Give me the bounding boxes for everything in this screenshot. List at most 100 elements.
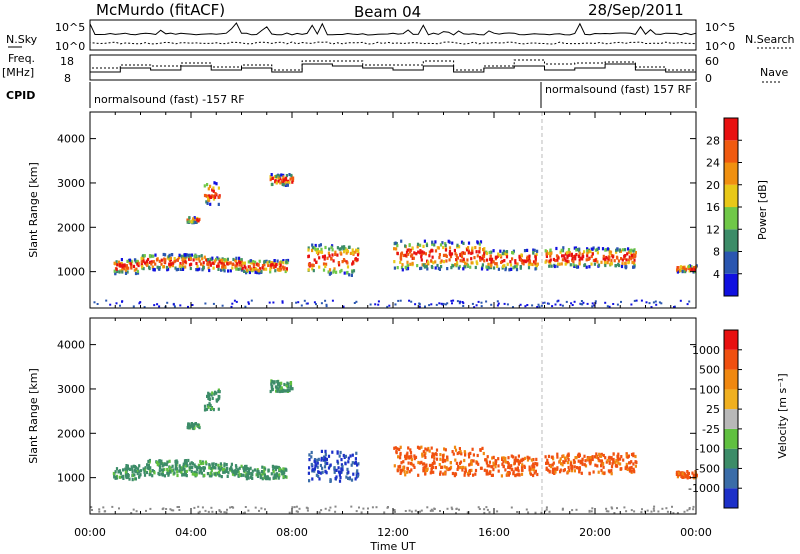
scatter-cell: [163, 260, 166, 264]
scatter-cell: [274, 385, 277, 389]
scatter-cell: [433, 243, 436, 247]
scatter-cell: [234, 258, 237, 263]
scatter-cell: [553, 468, 556, 473]
scatter-cell: [266, 475, 269, 479]
scatter-cell: [217, 186, 220, 190]
scatter-cell: [277, 476, 280, 480]
ground-scatter-cell: [291, 506, 294, 509]
scatter-cell: [170, 253, 173, 257]
scatter-cell: [209, 466, 212, 470]
scatter-cell: [258, 259, 261, 263]
scatter-cell: [621, 262, 624, 266]
nave-tick-bottom: 0: [705, 72, 712, 85]
scatter-cell: [417, 460, 420, 465]
scatter-cell: [623, 254, 626, 258]
scatter-cell: [352, 260, 355, 264]
ground-scatter-cell: [554, 303, 557, 306]
scatter-cell: [212, 186, 215, 190]
scatter-cell: [211, 462, 214, 466]
scatter-cell: [431, 462, 434, 466]
scatter-cell: [400, 265, 404, 270]
ground-scatter-cell: [658, 301, 661, 304]
ground-scatter-cell: [446, 507, 449, 510]
scatter-cell: [213, 181, 216, 185]
scatter-cell: [583, 454, 586, 458]
scatter-cell: [575, 253, 578, 257]
scatter-cell: [354, 461, 357, 465]
scatter-cell: [442, 472, 445, 476]
scatter-cell: [681, 472, 684, 476]
scatter-cell: [170, 262, 173, 266]
scatter-cell: [482, 255, 486, 259]
scatter-cell: [589, 458, 592, 462]
scatter-cell: [261, 465, 264, 469]
scatter-cell: [395, 242, 398, 246]
scatter-cell: [438, 463, 441, 467]
scatter-cell: [328, 272, 331, 276]
scatter-cell: [598, 452, 601, 456]
nsky-strip: N.Sky 10^5 10^0 10^5 10^0 N.Search: [6, 19, 795, 53]
scatter-cell: [276, 386, 279, 390]
scatter-cell: [115, 467, 119, 471]
scatter-cell: [286, 381, 289, 385]
scatter-cell: [633, 258, 636, 262]
scatter-cell: [158, 466, 162, 470]
scatter-cell: [420, 258, 423, 262]
scatter-cell: [567, 458, 570, 462]
scatter-cell: [183, 459, 187, 463]
scatter-cell: [476, 262, 479, 266]
ground-scatter-cell: [512, 306, 514, 309]
scatter-cell: [623, 256, 626, 260]
scatter-cell: [507, 456, 510, 460]
ground-scatter-cell: [496, 510, 499, 513]
scatter-cell: [218, 195, 221, 199]
scatter-cell: [354, 257, 357, 261]
scatter-cell: [401, 263, 404, 267]
scatter-cell: [234, 264, 237, 268]
scatter-cell: [145, 470, 149, 475]
ground-scatter-cell: [605, 507, 608, 510]
scatter-cell: [178, 253, 181, 257]
scatter-cell: [356, 469, 359, 473]
scatter-cell: [560, 262, 563, 266]
ground-scatter-cell: [143, 306, 146, 309]
scatter-cell: [212, 194, 215, 199]
scatter-cell: [153, 471, 156, 475]
scatter-cell: [251, 267, 254, 272]
scatter-cell: [126, 473, 129, 477]
scatter-cell: [445, 259, 448, 263]
ground-scatter-cell: [355, 510, 358, 513]
colorbar-swatch: [724, 488, 738, 508]
scatter-cell: [249, 259, 252, 263]
scatter-cell: [279, 263, 282, 267]
scatter-cell: [120, 258, 123, 262]
scatter-cell: [190, 262, 193, 266]
scatter-cell: [338, 454, 341, 458]
scatter-cell: [470, 459, 473, 463]
scatter-cell: [341, 245, 344, 249]
scatter-cell: [486, 265, 489, 269]
scatter-cell: [404, 244, 407, 248]
scatter-cell: [439, 457, 442, 461]
scatter-cell: [317, 250, 320, 254]
scatter-cell: [417, 473, 420, 477]
ground-scatter-cell: [570, 302, 573, 305]
scatter-cell: [317, 457, 320, 461]
scatter-cell: [218, 257, 221, 261]
scatter-cell: [486, 455, 489, 459]
scatter-cell: [528, 465, 531, 469]
scatter-cell: [617, 455, 620, 459]
scatter-cell: [220, 475, 223, 479]
scatter-cell: [556, 452, 559, 456]
scatter-cell: [532, 248, 535, 252]
scatter-cell: [520, 458, 523, 462]
scatter-cell: [562, 254, 565, 258]
scatter-cell: [400, 239, 403, 243]
ground-scatter-cell: [235, 300, 238, 303]
scatter-cell: [347, 456, 350, 460]
scatter-cell: [198, 255, 201, 259]
scatter-cell: [407, 252, 410, 256]
scatter-cell: [458, 447, 461, 451]
x-tick-label: 12:00: [377, 526, 409, 539]
ground-scatter-cell: [139, 301, 142, 304]
